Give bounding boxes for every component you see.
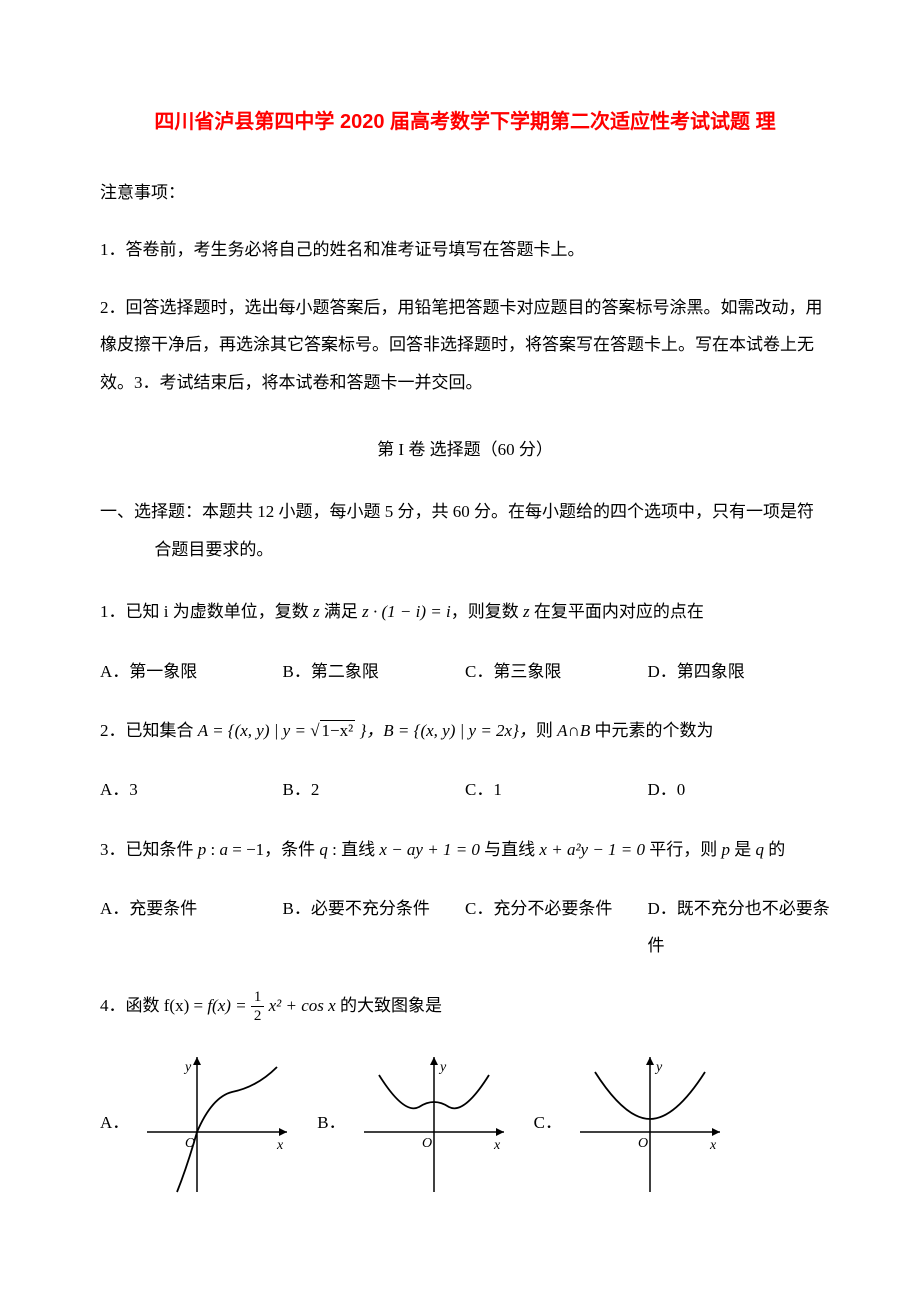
q4-graphs: A． y x O B． y x O C． y x O	[100, 1047, 830, 1197]
q1-z2: z	[523, 602, 530, 621]
notice-1: 1．答卷前，考生务必将自己的姓名和准考证号填写在答题卡上。	[100, 231, 830, 268]
q4-prefix: 4．函数 f(x) =	[100, 996, 207, 1015]
notice-2: 2．回答选择题时，选出每小题答案后，用铅笔把答题卡对应题目的答案标号涂黑。如需改…	[100, 289, 830, 401]
q3-text: 3．已知条件 p : a = −1，条件 q : 直线 x − ay + 1 =…	[100, 840, 785, 859]
svg-text:y: y	[654, 1060, 663, 1075]
question-3: 3．已知条件 p : a = −1，条件 q : 直线 x − ay + 1 =…	[100, 831, 830, 868]
q2-opt-c: C．1	[465, 771, 648, 808]
q4-fraction: 12	[251, 988, 265, 1025]
question-1: 1．已知 i 为虚数单位，复数 z 满足 z · (1 − i) = i，则复数…	[100, 593, 830, 630]
q3-opt-c: C．充分不必要条件	[465, 890, 648, 965]
svg-text:y: y	[438, 1060, 447, 1075]
section-heading: 第 I 卷 选择题（60 分）	[100, 431, 830, 468]
q3-opt-a: A．充要条件	[100, 890, 283, 965]
q3-opt-d: D．既不充分也不必要条件	[648, 890, 831, 965]
question-2: 2．已知集合 A = {(x, y) | y = √1−x² }，B = {(x…	[100, 712, 830, 749]
svg-text:O: O	[638, 1136, 648, 1151]
notice-heading: 注意事项：	[100, 174, 830, 211]
q1-opt-b: B．第二象限	[283, 653, 466, 690]
q4-label-a: A．	[100, 1104, 129, 1141]
q2-sqrt: √1−x²	[310, 712, 355, 749]
q2-options: A．3 B．2 C．1 D．0	[100, 771, 830, 808]
svg-text:x: x	[493, 1138, 501, 1153]
q2-prefix: 2．已知集合	[100, 721, 198, 740]
q1-z1: z	[313, 602, 320, 621]
q2-B: B = {(x, y) | y = 2x}，	[383, 721, 536, 740]
q2-opt-b: B．2	[283, 771, 466, 808]
q2-opt-a: A．3	[100, 771, 283, 808]
q4-mid: x² + cos x	[264, 996, 335, 1015]
q1-suffix: ，则复数	[451, 602, 523, 621]
q1-opt-a: A．第一象限	[100, 653, 283, 690]
graph-c: y x O	[570, 1047, 730, 1197]
q1-options: A．第一象限 B．第二象限 C．第三象限 D．第四象限	[100, 653, 830, 690]
q2-A-close: }，	[355, 721, 383, 740]
q1-mid: 满足	[320, 602, 363, 621]
q3-opt-b: B．必要不充分条件	[283, 890, 466, 965]
question-4: 4．函数 f(x) = f(x) = 12 x² + cos x 的大致图象是	[100, 987, 830, 1026]
q4-label-c: C．	[534, 1104, 562, 1141]
svg-text:O: O	[422, 1136, 432, 1151]
q1-end: 在复平面内对应的点在	[530, 602, 704, 621]
q2-A-open: A = {(x, y) | y =	[198, 721, 310, 740]
q4-label-b: B．	[317, 1104, 345, 1141]
q3-options: A．充要条件 B．必要不充分条件 C．充分不必要条件 D．既不充分也不必要条件	[100, 890, 830, 965]
q1-prefix: 1．已知 i 为虚数单位，复数	[100, 602, 313, 621]
svg-text:y: y	[183, 1060, 192, 1075]
graph-b: y x O	[354, 1047, 514, 1197]
exam-title: 四川省泸县第四中学 2020 届高考数学下学期第二次适应性考试试题 理	[100, 100, 830, 144]
section-description: 一、选择题：本题共 12 小题，每小题 5 分，共 60 分。在每小题给的四个选…	[100, 493, 830, 568]
svg-text:x: x	[276, 1138, 284, 1153]
graph-a: y x O	[137, 1047, 297, 1197]
q2-opt-d: D．0	[648, 771, 831, 808]
q4-suffix: 的大致图象是	[336, 996, 442, 1015]
q4-fx: f(x) =	[207, 996, 251, 1015]
q2-suffix: 则 A∩B 中元素的个数为	[536, 721, 714, 740]
q1-opt-d: D．第四象限	[648, 653, 831, 690]
q1-formula: z · (1 − i) = i	[362, 602, 451, 621]
q1-opt-c: C．第三象限	[465, 653, 648, 690]
svg-text:x: x	[709, 1138, 717, 1153]
